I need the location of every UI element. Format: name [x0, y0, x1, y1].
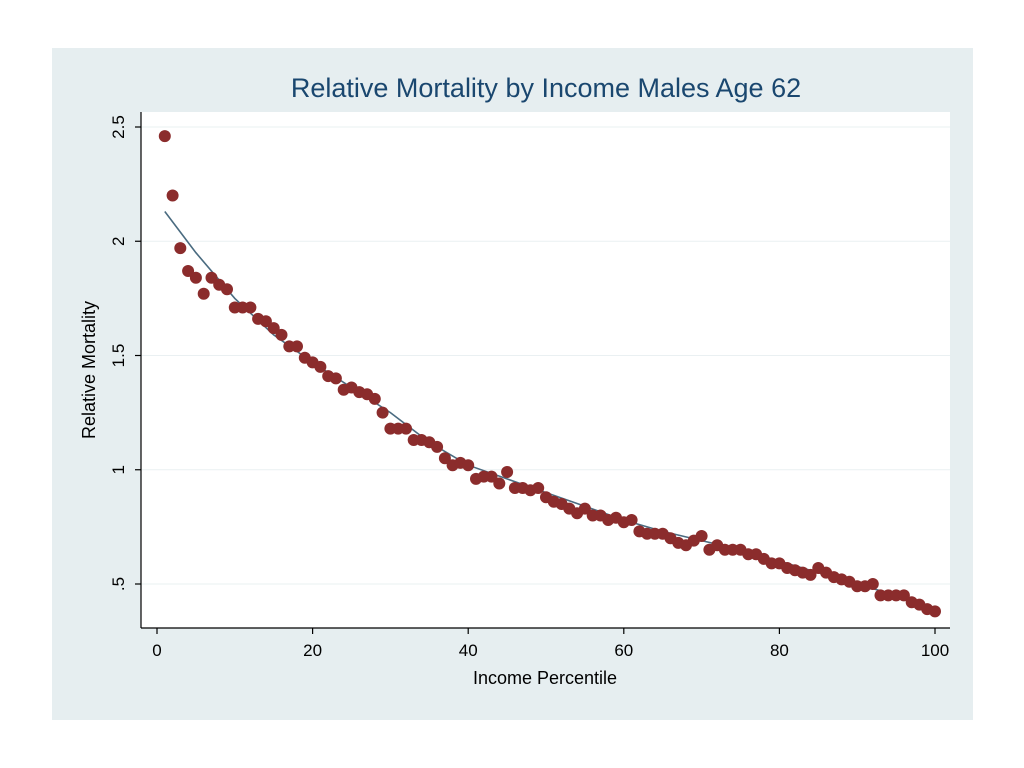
- y-tick-label: 2.5: [109, 115, 128, 139]
- y-axis-title: Relative Mortality: [79, 301, 99, 439]
- data-point: [267, 322, 280, 335]
- data-point: [578, 502, 591, 515]
- x-tick-label: 20: [303, 641, 322, 660]
- data-point: [314, 360, 327, 373]
- data-point: [431, 440, 444, 453]
- x-axis-title: Income Percentile: [473, 668, 617, 688]
- chart-title: Relative Mortality by Income Males Age 6…: [291, 73, 801, 103]
- data-point: [897, 589, 910, 602]
- data-point: [368, 392, 381, 405]
- data-point: [197, 287, 210, 300]
- y-axis-ticks: .5 1 1.5 2 2.5: [109, 115, 141, 591]
- x-tick-label: 80: [770, 641, 789, 660]
- data-point: [174, 242, 187, 255]
- y-tick-label: 2: [109, 237, 128, 246]
- data-point: [462, 459, 475, 472]
- data-point: [804, 568, 817, 581]
- data-point: [166, 189, 179, 202]
- data-point: [438, 452, 451, 465]
- y-tick-label: 1.5: [109, 344, 128, 368]
- data-point: [205, 271, 218, 284]
- grid-layer: [141, 126, 950, 585]
- data-point: [501, 466, 514, 478]
- data-point: [244, 301, 257, 314]
- y-tick-label: .5: [109, 577, 128, 591]
- data-point: [182, 265, 195, 277]
- data-point: [259, 315, 272, 328]
- plot-area: [141, 112, 950, 628]
- data-point: [625, 514, 638, 526]
- x-axis-ticks: 0 20 40 60 80 100: [152, 628, 949, 660]
- x-tick-label: 60: [614, 641, 633, 660]
- scatter-points-layer: [158, 130, 941, 618]
- x-tick-label: 40: [459, 641, 478, 660]
- y-tick-label: 1: [109, 465, 128, 474]
- data-point: [493, 477, 506, 490]
- data-point: [291, 340, 303, 353]
- x-tick-label: 0: [152, 641, 161, 660]
- data-point: [866, 578, 879, 590]
- data-point: [189, 271, 202, 284]
- data-point: [695, 530, 708, 542]
- data-point: [376, 406, 389, 419]
- data-point: [929, 605, 941, 618]
- data-point: [158, 130, 171, 143]
- data-point: [485, 470, 498, 483]
- x-tick-label: 100: [921, 641, 949, 660]
- data-point: [532, 482, 545, 494]
- data-point: [275, 328, 288, 341]
- data-point: [329, 372, 342, 385]
- data-point: [400, 422, 412, 435]
- data-point: [221, 283, 233, 296]
